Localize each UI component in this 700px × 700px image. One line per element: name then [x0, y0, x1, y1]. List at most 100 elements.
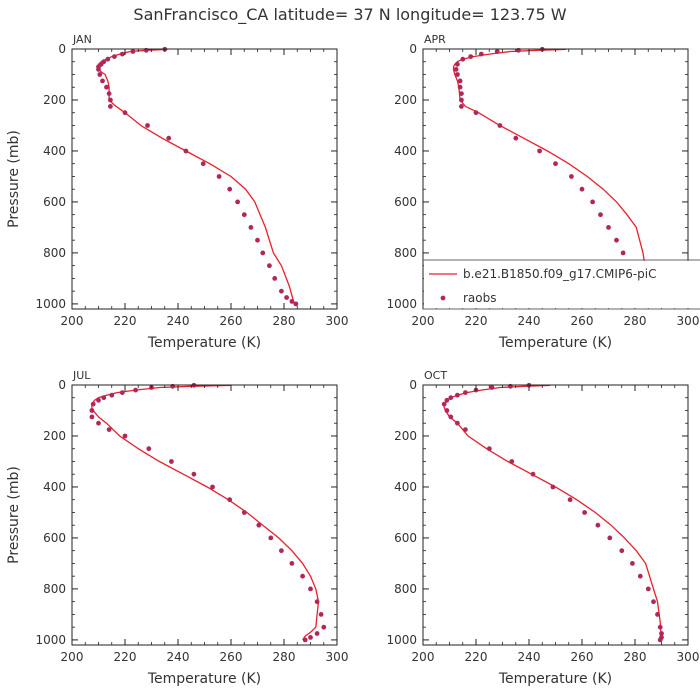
- y-tick-label: 0: [58, 378, 66, 392]
- x-axis-label: Temperature (K): [498, 335, 612, 351]
- raobs-point: [453, 67, 459, 72]
- x-tick-label: 260: [571, 650, 594, 664]
- raobs-point: [468, 54, 474, 59]
- raobs-point: [227, 186, 233, 192]
- raobs-point: [130, 49, 136, 54]
- x-tick-label: 200: [412, 314, 435, 328]
- raobs-point: [210, 484, 215, 490]
- raobs-point: [268, 535, 274, 541]
- raobs-point: [109, 392, 115, 398]
- raobs-point: [279, 288, 284, 294]
- raobs-point: [318, 612, 324, 617]
- raobs-point: [100, 78, 105, 84]
- raobs-point: [96, 397, 101, 403]
- raobs-point: [133, 387, 139, 393]
- raobs-point: [567, 497, 573, 503]
- raobs-point: [579, 186, 585, 192]
- panel-jan: 200 220 240 260 280 300 0 200 400 600 800 1000 JAN Te…: [6, 33, 348, 351]
- raobs-point: [105, 56, 111, 62]
- y-tick-label: 1000: [386, 297, 417, 311]
- raobs-point: [89, 414, 95, 420]
- raobs-point: [260, 250, 266, 256]
- raobs-point: [459, 97, 464, 103]
- raobs-point: [637, 573, 643, 579]
- raobs-point: [598, 212, 603, 218]
- y-tick-label: 0: [409, 378, 417, 392]
- x-tick-label: 300: [677, 650, 700, 664]
- raobs-point: [256, 522, 262, 528]
- x-tick-label: 280: [273, 650, 296, 664]
- raobs-point: [582, 510, 587, 515]
- raobs-point: [191, 471, 197, 477]
- raobs-point: [200, 161, 206, 167]
- raobs-point: [455, 72, 460, 77]
- raobs-point: [645, 586, 651, 592]
- y-tick-label: 1000: [35, 297, 66, 311]
- x-axis-label: Temperature (K): [498, 671, 612, 687]
- raobs-point: [550, 484, 556, 490]
- y-tick-label: 1000: [386, 633, 417, 647]
- x-tick-label: 220: [465, 650, 488, 664]
- y-tick-label: 1000: [35, 633, 66, 647]
- raobs-point: [607, 535, 613, 541]
- x-tick-label: 220: [114, 314, 137, 328]
- x-tick-label: 260: [571, 314, 594, 328]
- raobs-point: [255, 237, 260, 243]
- raobs-point: [455, 61, 460, 67]
- y-tick-label: 0: [58, 42, 66, 56]
- raobs-point: [497, 123, 503, 128]
- raobs-point: [108, 104, 113, 109]
- y-tick-label: 200: [43, 93, 66, 107]
- raobs-point: [289, 561, 295, 566]
- panel-jul: 200 220 240 260 280 300 0 200 400 600 800 1000 JUL Te…: [6, 369, 348, 687]
- raobs-point: [614, 237, 619, 243]
- x-tick-label: 240: [167, 650, 190, 664]
- raobs-point: [460, 56, 466, 62]
- raobs-point: [463, 390, 468, 395]
- y-tick-label: 400: [394, 144, 417, 158]
- raobs-point: [166, 135, 172, 141]
- raobs-point: [104, 84, 109, 90]
- raobs-point: [657, 637, 663, 643]
- panel-title: JUL: [72, 369, 91, 382]
- raobs-point: [448, 414, 454, 420]
- raobs-point: [595, 522, 601, 528]
- y-tick-label: 600: [394, 531, 417, 545]
- raobs-point: [293, 301, 299, 307]
- x-tick-label: 280: [624, 314, 647, 328]
- raobs-point: [444, 408, 450, 413]
- raobs-point: [119, 390, 125, 395]
- panel-title: OCT: [424, 369, 447, 382]
- model-line: [443, 385, 663, 642]
- raobs-point: [302, 637, 308, 643]
- raobs-point: [455, 392, 460, 398]
- x-tick-label: 260: [220, 314, 243, 328]
- raobs-point: [248, 225, 254, 230]
- figure-title: SanFrancisco_CA latitude= 37 N longitude…: [133, 5, 566, 25]
- raobs-point: [494, 49, 500, 54]
- y-tick-label: 600: [394, 195, 417, 209]
- y-tick-label: 400: [43, 144, 66, 158]
- raobs-point: [537, 148, 542, 154]
- raobs-point: [659, 631, 664, 636]
- legend-point-swatch: [440, 295, 446, 301]
- y-axis-label: Pressure (mb): [6, 466, 22, 564]
- raobs-point: [486, 446, 492, 452]
- y-tick-label: 0: [409, 42, 417, 56]
- model-line: [452, 49, 651, 306]
- panel-oct: 200 220 240 260 280 300 0 200 400 600 800 1000 OCT Te…: [386, 369, 699, 687]
- y-tick-label: 800: [43, 246, 66, 260]
- raobs-point: [308, 586, 313, 592]
- x-axis-label: Temperature (K): [147, 335, 261, 351]
- raobs-point: [119, 51, 125, 57]
- x-tick-label: 260: [220, 650, 243, 664]
- raobs-point: [478, 51, 484, 57]
- raobs-point: [444, 397, 450, 403]
- raobs-point: [90, 401, 96, 407]
- raobs-point: [122, 110, 128, 116]
- panel-title: JAN: [72, 33, 92, 46]
- x-tick-label: 240: [518, 314, 541, 328]
- raobs-point: [441, 401, 447, 407]
- raobs-point: [227, 497, 233, 503]
